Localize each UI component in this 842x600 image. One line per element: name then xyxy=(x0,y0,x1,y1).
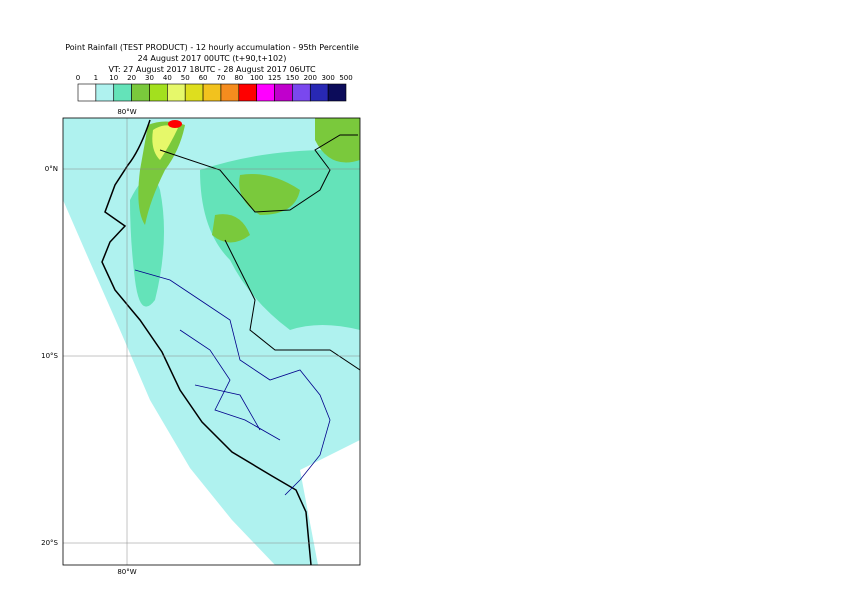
map xyxy=(63,118,360,565)
colorbar-label: 40 xyxy=(163,74,172,82)
colorbar-label: 100 xyxy=(250,74,263,82)
colorbar-box xyxy=(95,83,115,102)
coastline xyxy=(101,119,312,565)
colorbar-label: 10 xyxy=(109,74,118,82)
graticule xyxy=(63,118,360,565)
country-border xyxy=(159,134,360,371)
colorbar-label: 0 xyxy=(76,74,80,82)
dry-ocean xyxy=(63,200,275,565)
colorbar-box xyxy=(77,83,97,102)
rain-area xyxy=(168,120,182,128)
rain-area xyxy=(138,121,185,225)
colorbar-label: 150 xyxy=(286,74,299,82)
rain-area xyxy=(315,118,360,163)
colorbar-label: 1 xyxy=(94,74,98,82)
colorbar-box xyxy=(131,83,150,102)
colorbar-box xyxy=(220,83,240,102)
colorbar-label: 70 xyxy=(216,74,225,82)
lon-label: 80°W xyxy=(117,108,136,116)
lat-label: 0°N xyxy=(45,165,58,173)
colorbar-box xyxy=(327,83,347,102)
colorbar-box xyxy=(149,83,168,102)
rain-area xyxy=(212,174,300,243)
colorbar-label: 20 xyxy=(127,74,136,82)
title-line: 24 August 2017 00UTC (t+90,t+102) xyxy=(138,54,287,63)
colorbar-label: 50 xyxy=(181,74,190,82)
colorbar-box xyxy=(113,83,132,102)
lat-label: 20°S xyxy=(41,539,58,547)
colorbar-box xyxy=(274,83,293,102)
colorbar-label: 125 xyxy=(268,74,281,82)
colorbar-box xyxy=(167,83,186,102)
colorbar-label: 300 xyxy=(321,74,334,82)
colorbar-box xyxy=(256,83,275,102)
colorbar-label: 60 xyxy=(199,74,208,82)
rain-area xyxy=(152,125,178,160)
colorbar-label: 80 xyxy=(234,74,243,82)
colorbar-box xyxy=(238,83,257,102)
title-line: Point Rainfall (TEST PRODUCT) - 12 hourl… xyxy=(65,43,359,52)
colorbar-label: 200 xyxy=(304,74,317,82)
colorbar-box xyxy=(202,83,222,102)
colorbar-label: 30 xyxy=(145,74,154,82)
region-border xyxy=(134,269,331,496)
lat-label: 10°S xyxy=(41,352,58,360)
colorbar: 0 1 10 20 30 40 50 60 70 80 100 125 150 200 300 500 xyxy=(76,74,353,102)
dry-land xyxy=(300,440,360,565)
map-frame xyxy=(62,117,361,566)
colorbar-box xyxy=(184,83,204,102)
colorbar-label: 500 xyxy=(339,74,352,82)
colorbar-box xyxy=(309,83,329,102)
title-line: VT: 27 August 2017 18UTC - 28 August 201… xyxy=(108,65,316,74)
colorbar-box xyxy=(292,83,311,102)
lon-label: 80°W xyxy=(117,568,136,576)
rain-area xyxy=(130,177,164,307)
